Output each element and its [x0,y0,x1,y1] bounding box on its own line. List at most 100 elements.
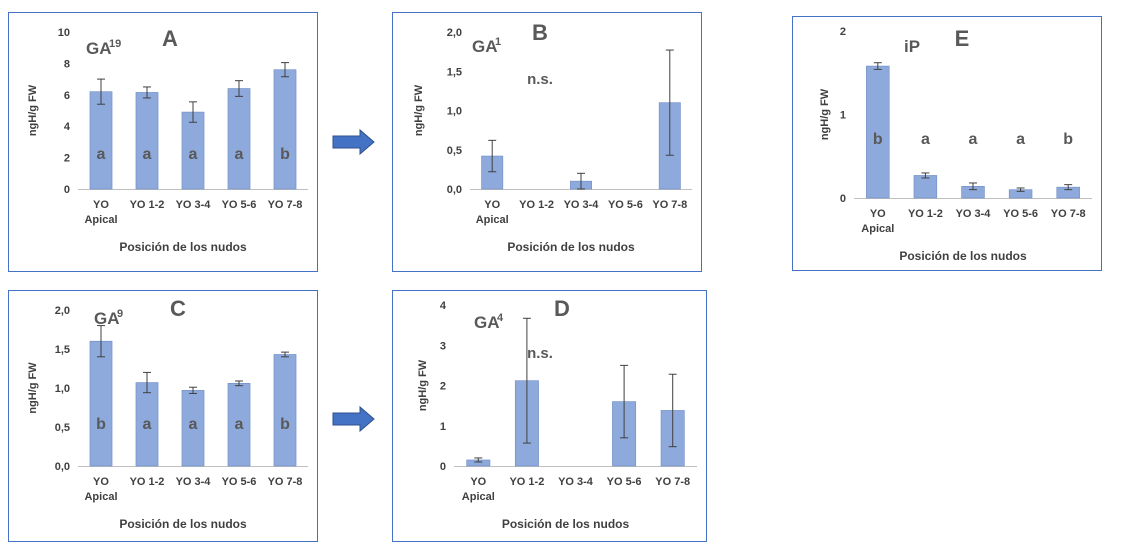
x-tick-label: YO 3-4 [558,476,594,488]
significance-note: n.s. [527,345,553,362]
x-tick-label: YO 3-4 [956,208,992,220]
hormone-label: GA [86,39,112,58]
significance-letter: b [280,416,290,433]
significance-letter: b [280,146,290,163]
x-tick-label: YO [484,199,500,211]
chart-panel-b: 0,0 0,5 1,0 1,5 2,0 YO Apical YO 1-2 YO 3-4 YO 5-… [392,12,702,272]
x-tick-label: YO 7-8 [655,476,690,488]
x-tick-label: YO 5-6 [222,476,257,488]
significance-letter: a [1016,131,1025,148]
panel-letter: E [955,26,970,51]
x-axis-label: Posición de los nudos [899,249,1027,263]
significance-letter: a [143,146,152,163]
y-tick-label: 0 [440,461,446,473]
significance-note: n.s. [527,71,553,88]
x-tick-label: YO 1-2 [130,476,165,488]
hormone-label: GA [472,37,498,56]
x-tick-label: YO [93,199,109,211]
y-tick-label: 0,0 [447,184,462,196]
significance-letter: b [96,416,106,433]
x-tick-label: Apical [84,214,117,226]
x-axis-label: Posición de los nudos [119,517,247,531]
y-axis-label: ngH/g FW [413,84,425,136]
x-tick-label: YO 7-8 [268,199,303,211]
x-tick-label: YO 5-6 [607,476,642,488]
x-tick-label: Apical [861,223,894,235]
y-tick-label: 1,0 [55,383,70,395]
bar [135,92,159,190]
significance-letter: a [189,146,198,163]
bar [89,91,113,190]
y-axis-label: ngH/g FW [819,88,831,140]
x-tick-label: YO 3-4 [564,199,600,211]
right-arrow-icon [332,405,375,433]
panel-letter: C [170,296,186,321]
y-tick-label: 0,0 [55,461,70,473]
bar [273,69,297,190]
x-tick-label: YO 1-2 [130,199,165,211]
x-tick-label: Apical [476,214,509,226]
significance-letter: a [97,146,106,163]
panel-letter: B [532,20,548,45]
y-tick-label: 6 [64,90,70,102]
hormone-superscript: 19 [109,38,121,50]
significance-letter: a [143,416,152,433]
y-tick-label: 4 [440,300,447,312]
y-axis-label: ngH/g FW [27,362,39,414]
x-tick-label: YO [870,208,886,220]
y-tick-label: 2 [840,26,846,38]
significance-letter: a [189,416,198,433]
x-tick-label: YO 1-2 [908,208,943,220]
y-tick-label: 0 [840,193,846,205]
y-tick-label: 0,5 [447,145,462,157]
x-tick-label: YO 1-2 [519,199,554,211]
right-arrow-icon [332,128,375,156]
x-axis-label: Posición de los nudos [507,240,635,254]
y-tick-label: 8 [64,58,70,70]
bar [273,354,297,467]
panel-letter: D [554,296,570,321]
significance-letter: b [1063,131,1073,148]
y-tick-label: 1,5 [447,66,462,78]
significance-letter: a [921,131,930,148]
x-tick-label: YO 1-2 [509,476,544,488]
y-axis-label: ngH/g FW [27,84,39,136]
y-axis-label: ngH/g FW [417,359,429,411]
chart-panel-e: 0 1 2 b YO Apical a YO 1-2 a YO 3-4 a YO 5-6 b YO 7-8… [792,16,1102,271]
y-tick-label: 10 [58,27,70,39]
bar [89,340,113,467]
y-tick-label: 0,5 [55,422,70,434]
significance-letter: b [873,131,883,148]
y-tick-label: 1,5 [55,344,70,356]
x-tick-label: YO 7-8 [1051,208,1086,220]
x-tick-label: YO 3-4 [176,199,212,211]
chart-panel-d: 0 1 2 3 4 YO Apical YO 1-2 YO 3-4 YO 5-6 YO 7-8 ngH… [392,290,707,542]
y-tick-label: 1 [840,110,846,122]
x-tick-label: YO 3-4 [176,476,212,488]
y-tick-label: 2 [440,381,446,393]
bar [227,88,251,190]
x-axis-label: Posición de los nudos [119,240,247,254]
bar [913,175,938,199]
y-tick-label: 2 [64,153,70,165]
significance-letter: a [235,146,244,163]
chart-panel-c: 0,0 0,5 1,0 1,5 2,0 b YO Apical a YO 1-2 a YO 3-4 a Y… [8,290,318,542]
x-tick-label: YO [470,476,486,488]
hormone-label: GA [94,309,120,328]
y-tick-label: 2,0 [447,27,462,39]
chart-panel-a: 0 2 4 6 8 10 a YO Apical a YO 1-2 a YO 3-4 a YO 5-6 b YO… [8,12,318,272]
x-tick-label: YO [93,476,109,488]
y-tick-label: 1,0 [447,106,462,118]
x-tick-label: YO 5-6 [1003,208,1038,220]
hormone-superscript: 9 [117,308,123,320]
hormone-superscript: 1 [495,36,501,48]
x-axis-label: Posición de los nudos [502,517,630,531]
significance-letter: a [969,131,978,148]
x-tick-label: Apical [84,491,117,503]
x-tick-label: Apical [462,491,495,503]
y-tick-label: 3 [440,340,446,352]
panel-letter: A [162,26,178,51]
y-tick-label: 1 [440,421,446,433]
y-tick-label: 0 [64,184,70,196]
y-tick-label: 2,0 [55,305,70,317]
